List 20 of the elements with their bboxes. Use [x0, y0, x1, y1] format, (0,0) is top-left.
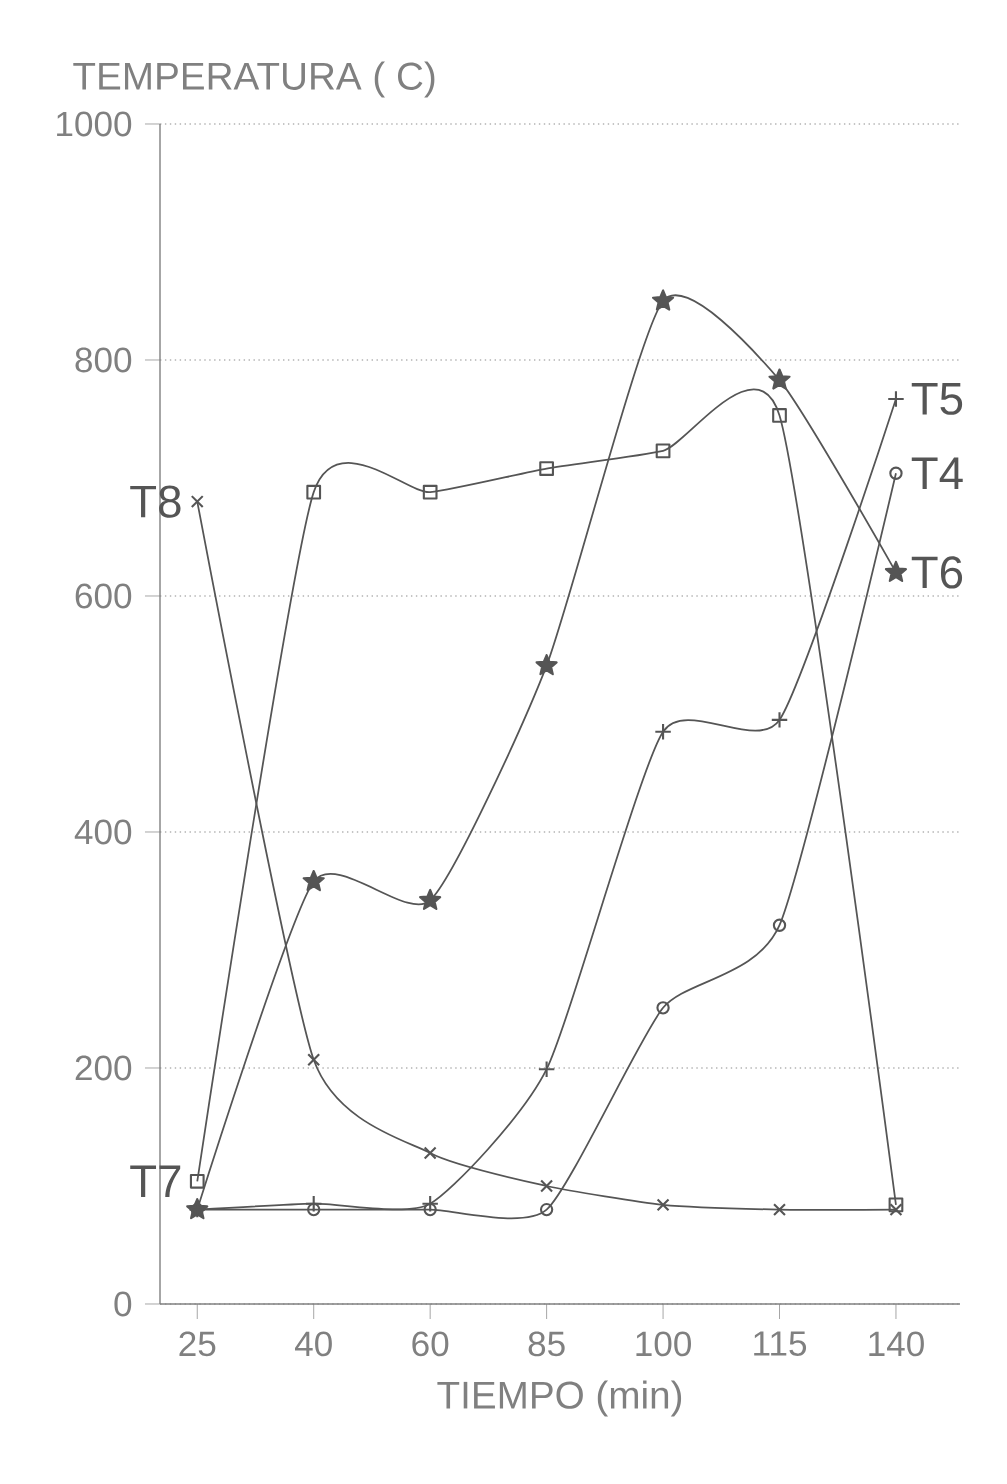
x-tick-label: 60 [412, 1331, 449, 1357]
x-axis-title: TIEMPO (min) [437, 1380, 682, 1417]
y-tick-label: 0 [114, 1291, 132, 1317]
series-label: T7 [130, 1165, 181, 1197]
series-label: T5 [911, 383, 963, 415]
y-axis-title: TEMPERATURA ( C) [73, 61, 435, 98]
y-tick-label: 1000 [57, 111, 132, 137]
x-tick-label: 140 [869, 1331, 924, 1357]
series-label: T6 [911, 556, 963, 589]
x-tick-label: 85 [528, 1331, 565, 1357]
x-tick-label: 25 [179, 1331, 216, 1357]
y-tick-label: 200 [75, 1055, 132, 1081]
series-label: T4 [911, 457, 963, 489]
y-tick-label: 600 [75, 583, 132, 609]
x-tick-label: 40 [294, 1331, 332, 1357]
x-tick-label: 115 [754, 1331, 807, 1356]
y-tick-label: 800 [75, 347, 132, 373]
series-label: T8 [130, 485, 181, 518]
y-tick-label: 400 [74, 819, 132, 845]
x-tick-label: 100 [636, 1331, 692, 1357]
